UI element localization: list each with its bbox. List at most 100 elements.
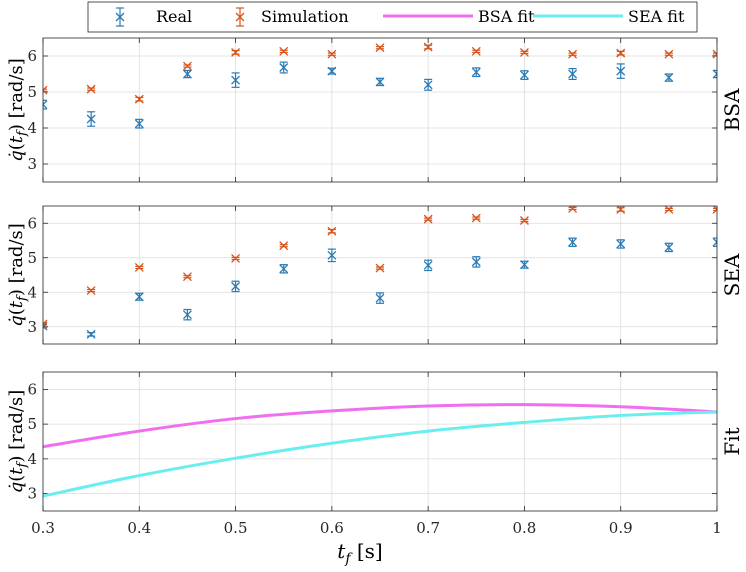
real-point [182, 310, 192, 320]
simulation-point [568, 206, 578, 213]
simulation-point [568, 49, 578, 59]
x-tick-label: 0.7 [416, 519, 440, 537]
real-point [568, 237, 578, 247]
y-tick-label: 5 [27, 83, 37, 101]
y-axis-label: q̇(tf) [rad/s] [6, 58, 30, 162]
simulation-point [471, 46, 481, 56]
real-point [664, 242, 674, 252]
y-tick-label: 4 [27, 283, 37, 301]
simulation-point [43, 319, 48, 329]
real-point [519, 260, 529, 270]
plot-area [43, 42, 717, 129]
simulation-point [712, 206, 717, 214]
y-tick-label: 3 [27, 485, 37, 503]
real-point [231, 281, 241, 291]
real-point [231, 75, 241, 85]
panel-label: BSA [720, 88, 744, 131]
simulation-point [423, 214, 433, 224]
y-tick-label: 3 [27, 318, 37, 336]
x-tick-label: 0.5 [224, 519, 248, 537]
real-point [375, 77, 385, 87]
legend-sea-fit-label: SEA fit [628, 7, 685, 26]
y-tick-label: 4 [27, 119, 37, 137]
simulation-point [471, 213, 481, 223]
simulation-point [616, 48, 626, 58]
legend: Real Simulation BSA fit SEA fit [87, 1, 698, 33]
simulation-point [279, 241, 289, 251]
legend-simulation-label: Simulation [261, 7, 349, 26]
simulation-point [43, 85, 48, 95]
y-tick-label: 6 [27, 380, 37, 398]
simulation-point [423, 42, 433, 52]
y-tick-label: 3 [27, 155, 37, 173]
panel-bsa: 3 4 5 6 BSA q̇(tf) [rad/s] [6, 37, 744, 183]
y-axis-label: q̇(tf) [rad/s] [6, 390, 30, 494]
real-point [712, 69, 717, 79]
y-tick-label: 5 [27, 415, 37, 433]
x-tick-label: 0.4 [127, 519, 151, 537]
bsa-fit-line [43, 403, 717, 449]
real-point [43, 100, 48, 110]
x-tick-label: 0.3 [31, 519, 55, 537]
simulation-point [86, 84, 96, 94]
simulation-point [712, 49, 717, 59]
simulation-point [279, 46, 289, 56]
real-point [712, 237, 717, 247]
x-axis-label: tf [s] [337, 539, 382, 567]
x-tick-label: 0.8 [512, 519, 536, 537]
sea-fit-line [43, 410, 717, 498]
simulation-point [86, 286, 96, 295]
panel-label: SEA [720, 253, 744, 296]
x-tick-label: 0.6 [320, 519, 344, 537]
real-point [279, 63, 289, 72]
legend-item-simulation: Simulation [235, 7, 349, 27]
real-point [664, 73, 674, 83]
simulation-point [134, 94, 144, 104]
panel-frame [42, 371, 718, 512]
real-point [423, 80, 433, 90]
simulation-point [327, 226, 337, 236]
y-tick-label: 4 [27, 450, 37, 468]
panel-sea: 3 4 5 6 SEA q̇(tf) [rad/s] [6, 205, 744, 345]
real-point [375, 293, 385, 303]
legend-item-real: Real [115, 7, 192, 27]
simulation-point [134, 262, 144, 272]
real-point [134, 119, 144, 129]
legend-bsa-fit-label: BSA fit [478, 7, 535, 26]
simulation-point [519, 47, 529, 57]
real-point [134, 292, 144, 302]
real-point [327, 250, 337, 260]
y-axis-label: q̇(tf) [rad/s] [6, 223, 30, 327]
panel-frame [42, 37, 718, 183]
plot-area [43, 403, 717, 498]
y-tick-label: 6 [27, 214, 37, 232]
legend-simulation-cross-icon [235, 12, 245, 22]
y-tick-label: 6 [27, 47, 37, 65]
simulation-point [375, 43, 385, 53]
simulation-point [664, 49, 674, 59]
simulation-point [664, 206, 674, 214]
legend-item-bsa-fit: BSA fit [383, 7, 535, 26]
real-point [616, 239, 626, 249]
simulation-point [327, 49, 337, 59]
x-tick-label: 1 [712, 519, 722, 537]
real-point [327, 66, 337, 76]
real-point [182, 69, 192, 79]
plot-area [43, 206, 717, 339]
simulation-point [231, 47, 241, 57]
y-tick-label: 5 [27, 249, 37, 267]
panel-frame [42, 205, 718, 345]
real-point [471, 257, 481, 267]
legend-item-sea-fit: SEA fit [533, 7, 685, 26]
real-point [86, 329, 96, 339]
simulation-point [182, 61, 192, 71]
real-point [616, 66, 626, 76]
panel-fit: 3 4 5 6 0.3 0.4 0.5 0.6 0.7 0.8 0.9 1 Fit q̇(tf) [rad… [6, 371, 744, 537]
real-point [279, 264, 289, 274]
real-point [568, 69, 578, 79]
real-point [519, 70, 529, 80]
simulation-point [616, 206, 626, 214]
legend-real-label: Real [156, 7, 192, 26]
